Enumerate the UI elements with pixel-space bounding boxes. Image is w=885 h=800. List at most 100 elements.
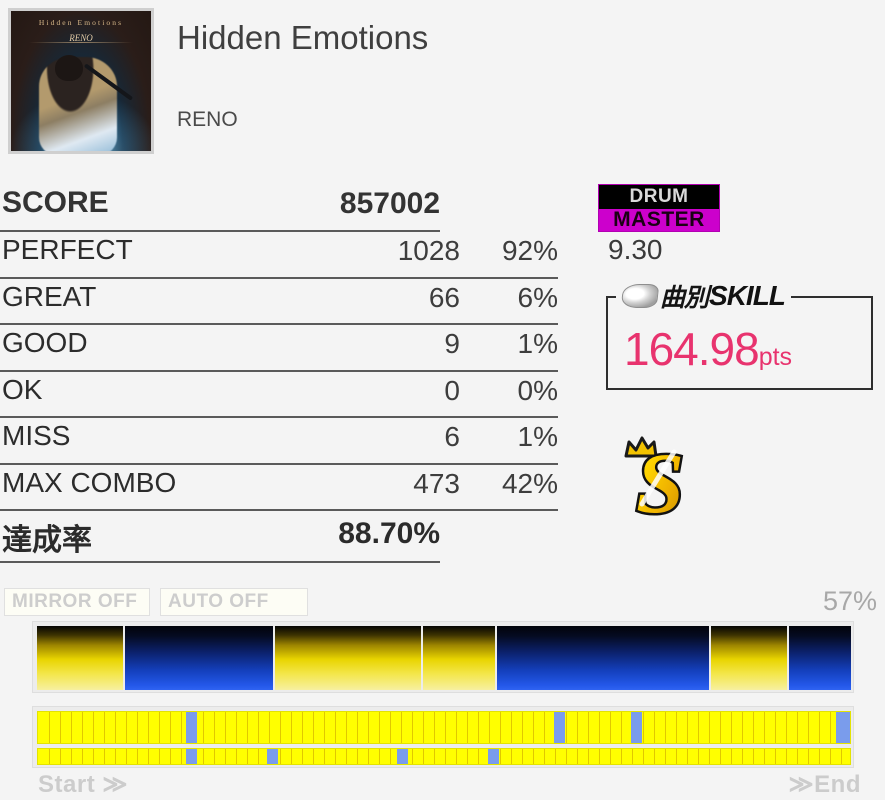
density-tick [357,712,358,743]
density-tick [775,749,776,764]
gauge-segment-yellow [275,626,421,690]
density-tick [225,712,226,743]
density-tick [467,749,468,764]
density-tick [203,749,204,764]
score-row-value: 88.70% [338,517,440,550]
density-tick [181,712,182,743]
density-tick [577,712,578,743]
density-tick [412,712,413,743]
score-row-value: 66 [428,281,460,313]
density-tick [841,749,842,764]
score-row-great: GREAT 66 6% [0,279,560,325]
album-jacket[interactable]: Hidden Emotions RENO [8,8,154,154]
score-row-percent: 42% [501,467,558,499]
density-tick [214,749,215,764]
skill-header-en: SKILL [709,280,786,311]
difficulty-badge-band [599,185,719,209]
density-tick [500,749,501,764]
score-table: SCORE 857002 PERFECT 1028 92% GREAT 66 6% GOOD 9 1… [0,184,560,563]
density-tick [731,712,732,743]
density-tick [60,712,61,743]
clear-percent: 57% [822,586,877,616]
score-row-label: 達成率 [2,524,92,557]
density-tick [797,712,798,743]
density-tick [346,749,347,764]
density-tick [489,712,490,743]
density-marker [186,749,197,764]
page-title: Hidden Emotions [177,19,429,56]
density-tick [599,712,600,743]
score-row-label: GREAT [2,280,97,312]
density-tick [621,749,622,764]
score-row-perfect: PERFECT 1028 92% [0,232,560,279]
density-tick [676,749,677,764]
density-tick [665,712,666,743]
density-tick [445,712,446,743]
density-tick [764,749,765,764]
density-tick [566,749,567,764]
score-row-miss: MISS 6 1% [0,418,560,465]
density-tick [236,712,237,743]
density-tick [456,712,457,743]
score-row-divider [0,561,440,563]
density-tick [775,712,776,743]
score-row-value: 0 [444,374,460,406]
rank-letter: S [636,435,684,530]
density-tick [137,749,138,764]
mirror-toggle[interactable]: MIRROR OFF [4,588,150,616]
density-tick [159,749,160,764]
density-tick [71,712,72,743]
density-tick [500,712,501,743]
density-tick [368,712,369,743]
density-tick [687,749,688,764]
density-tick [533,712,534,743]
density-tick [324,712,325,743]
score-row-percent: 6% [517,281,558,313]
score-row-divider [0,276,558,279]
difficulty-chart-label: MASTER [613,208,705,231]
score-row-score: SCORE 857002 [0,184,560,232]
density-tick [225,749,226,764]
auto-toggle[interactable]: AUTO OFF [160,588,308,616]
end-label: ≫End [788,771,861,798]
score-row-divider [0,462,558,465]
density-tick [324,749,325,764]
jacket-rule [29,42,133,43]
density-tick [148,712,149,743]
start-label: Start ≫ [38,771,128,798]
skill-header: 曲別 SKILL [616,278,791,314]
density-tick [830,749,831,764]
density-tick [203,712,204,743]
density-tick [797,749,798,764]
density-tick [335,712,336,743]
density-tick [544,712,545,743]
score-row-max-combo: MAX COMBO 473 42% [0,465,560,511]
density-tick [390,749,391,764]
density-tick [126,712,127,743]
density-tick [247,749,248,764]
density-bar-top[interactable] [37,711,851,744]
density-tick [280,749,281,764]
skill-value-group: 164.98pts [624,322,792,376]
crown-icon [624,436,658,458]
density-tick [368,749,369,764]
score-row-divider [0,323,558,325]
density-tick [478,712,479,743]
density-tick [82,712,83,743]
density-tick [423,712,424,743]
density-tick [115,712,116,743]
density-tick [786,749,787,764]
density-tick [313,749,314,764]
density-bar-bottom[interactable] [37,748,851,765]
density-marker [631,712,642,743]
density-tick [720,749,721,764]
density-tick [181,749,182,764]
density-tick [280,712,281,743]
density-tick [709,712,710,743]
density-tick [423,749,424,764]
life-gauge [32,621,854,693]
score-row-label: MISS [2,420,71,451]
density-tick [401,712,402,743]
density-tick [346,712,347,743]
density-tick [830,712,831,743]
